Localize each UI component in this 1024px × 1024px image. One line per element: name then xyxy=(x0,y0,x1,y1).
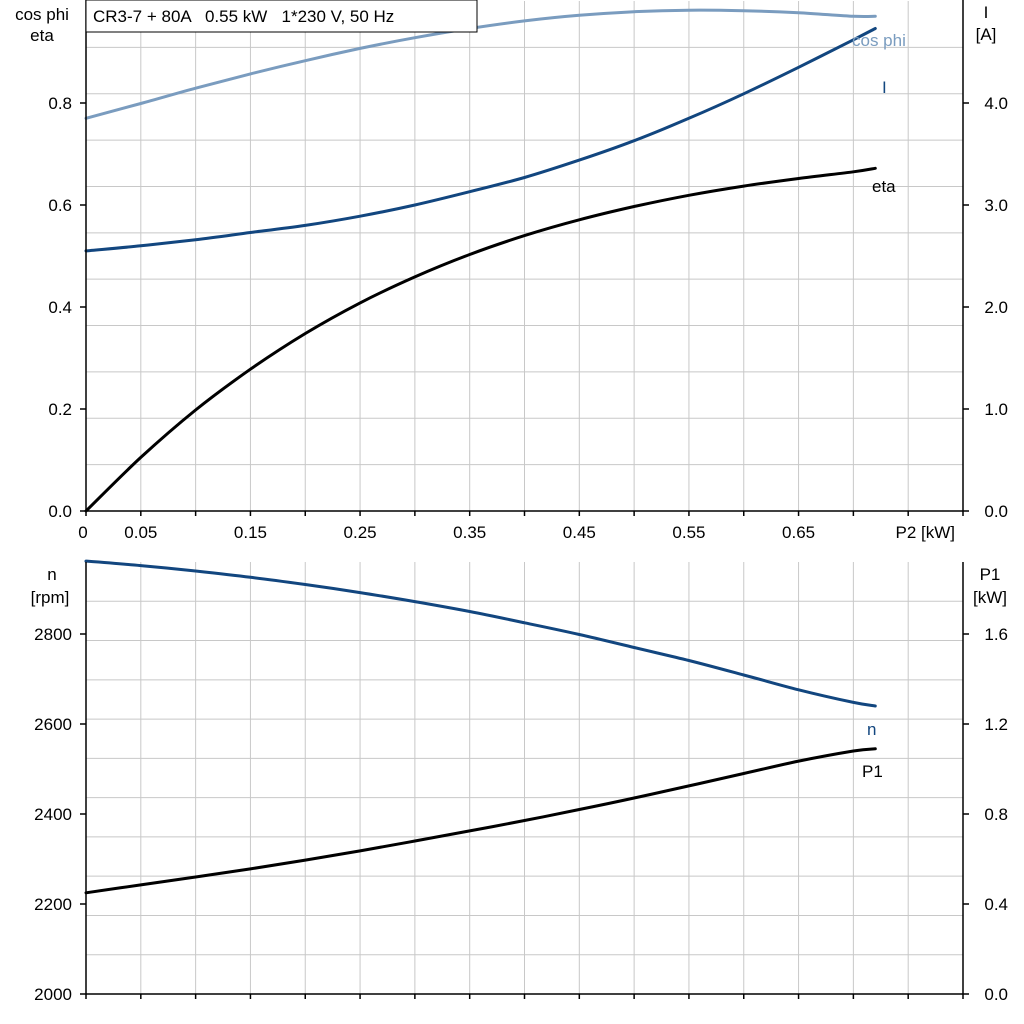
speed-label: n xyxy=(867,720,876,739)
top-right-tick-label: 0.0 xyxy=(984,502,1008,521)
bottom-right-axis-title-line1: P1 xyxy=(980,565,1001,584)
top-left-tick-label: 0.2 xyxy=(48,400,72,419)
top-right-tick-label: 4.0 xyxy=(984,94,1008,113)
top-right-tick-label: 1.0 xyxy=(984,400,1008,419)
bottom-left-axis-title-line1: n xyxy=(47,565,56,584)
top-left-tick-label: 0.4 xyxy=(48,298,72,317)
top-left-axis-title-line1: cos phi xyxy=(15,5,69,24)
p1-curve xyxy=(84,747,877,895)
bottom-left-tick-label: 2000 xyxy=(34,985,72,1004)
x-tick-label: 0.45 xyxy=(563,523,596,542)
x-tick-label: 0.25 xyxy=(344,523,377,542)
top-left-axis-title-line2: eta xyxy=(30,26,54,45)
current-label: I xyxy=(882,78,887,97)
top-chart-curves xyxy=(84,8,877,513)
top-left-tick-label: 0.0 xyxy=(48,502,72,521)
cos-phi-label: cos phi xyxy=(852,31,906,50)
chart-title: CR3-7 + 80A 0.55 kW 1*230 V, 50 Hz xyxy=(93,7,394,26)
x-axis-title: P2 [kW] xyxy=(895,523,955,542)
tick-labels: 0.0 0.2 0.4 0.6 0.8 0.0 1.0 2.0 3.0 4.0 2000 2200 24… xyxy=(34,94,1008,1004)
speed-curve xyxy=(84,559,877,708)
bottom-right-tick-label: 0.8 xyxy=(984,805,1008,824)
axis-titles: cos phi eta I [A] n [rpm] P1 [kW] xyxy=(15,3,1007,607)
bottom-left-tick-label: 2400 xyxy=(34,805,72,824)
bottom-left-tick-label: 2800 xyxy=(34,625,72,644)
top-right-tick-label: 3.0 xyxy=(984,196,1008,215)
top-right-axis-title-line1: I xyxy=(984,3,989,22)
cos-phi-curve xyxy=(84,8,877,120)
bottom-right-tick-label: 0.4 xyxy=(984,895,1008,914)
chart-title-box: CR3-7 + 80A 0.55 kW 1*230 V, 50 Hz xyxy=(85,0,478,33)
current-curve xyxy=(84,27,877,253)
x-tick-label: 0.65 xyxy=(782,523,815,542)
eta-label: eta xyxy=(872,177,896,196)
title-box-border xyxy=(85,0,478,33)
bottom-chart-curves xyxy=(84,559,877,895)
top-left-tick-label: 0.6 xyxy=(48,196,72,215)
bottom-right-tick-label: 1.6 xyxy=(984,625,1008,644)
top-chart-grid xyxy=(86,1,963,511)
p1-label: P1 xyxy=(862,762,883,781)
x-tick-label: 0.15 xyxy=(234,523,267,542)
x-tick-label: 0.05 xyxy=(124,523,157,542)
x-tick-label: 0.55 xyxy=(672,523,705,542)
top-right-axis-title-line2: [A] xyxy=(976,25,997,44)
bottom-right-tick-label: 0.0 xyxy=(984,985,1008,1004)
bottom-right-axis-title-line2: [kW] xyxy=(973,588,1007,607)
bottom-right-tick-label: 1.2 xyxy=(984,715,1008,734)
top-left-tick-label: 0.8 xyxy=(48,94,72,113)
bottom-left-axis-title-line2: [rpm] xyxy=(31,588,70,607)
eta-curve xyxy=(84,166,877,513)
top-right-tick-label: 2.0 xyxy=(984,298,1008,317)
x-tick-label: 0 xyxy=(78,523,87,542)
bottom-left-tick-label: 2600 xyxy=(34,715,72,734)
bottom-left-tick-label: 2200 xyxy=(34,895,72,914)
bottom-chart-grid xyxy=(86,562,963,994)
x-tick-label: 0.35 xyxy=(453,523,486,542)
